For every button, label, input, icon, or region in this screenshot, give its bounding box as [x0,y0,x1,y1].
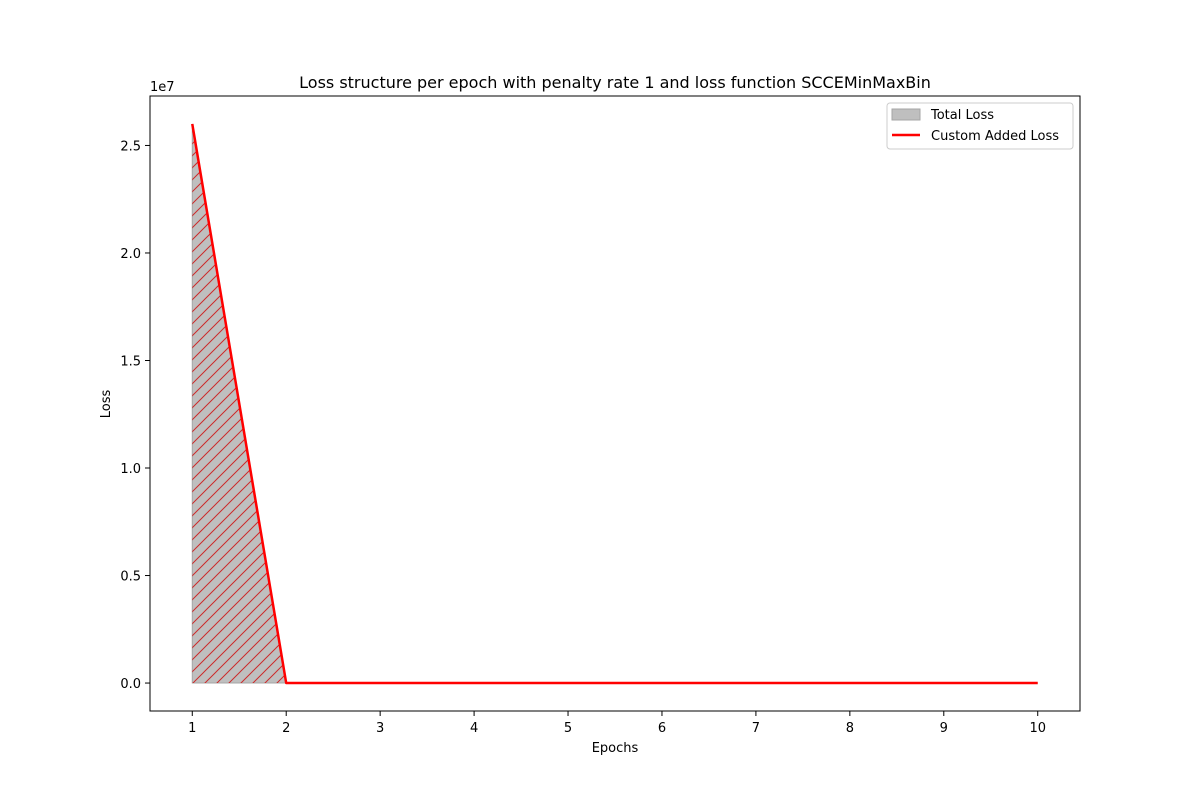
x-tick-label: 10 [1029,721,1046,736]
x-tick-label: 5 [564,721,572,736]
x-tick-label: 7 [752,721,760,736]
x-tick-label: 8 [846,721,854,736]
x-tick-label: 9 [940,721,948,736]
legend-box [886,102,1074,150]
x-tick-label: 3 [376,721,384,736]
y-axis-offset-label: 1e7 [150,80,175,95]
x-axis: 1 2 3 4 5 6 7 8 9 10 [188,711,1046,736]
y-tick-label: 0.5 [120,570,141,585]
y-axis: 0.0 0.5 1.0 1.5 2.0 2.5 [120,139,150,692]
line-layer [191,123,1038,685]
chart-title: Loss structure per epoch with penalty ra… [299,73,931,92]
plot-area [150,96,1080,711]
x-tick-label: 1 [188,721,196,736]
legend: Total Loss Custom Added Loss [886,102,1074,150]
custom-added-loss-line [191,123,1038,685]
x-tick-label: 2 [282,721,290,736]
y-tick-label: 1.5 [120,354,141,369]
legend-swatch-total-loss [891,108,921,121]
y-tick-label: 1.0 [120,462,141,477]
x-tick-label: 4 [470,721,478,736]
legend-label-custom-added-loss: Custom Added Loss [931,129,1059,144]
y-tick-label: 2.5 [120,139,141,154]
plot-frame [149,95,1081,712]
legend-label-total-loss: Total Loss [930,108,994,123]
y-axis-label: Loss [99,390,114,419]
x-axis-label: Epochs [592,741,639,756]
y-tick-label: 2.0 [120,247,141,262]
y-tick-label: 0.0 [120,677,141,692]
x-tick-label: 6 [658,721,666,736]
